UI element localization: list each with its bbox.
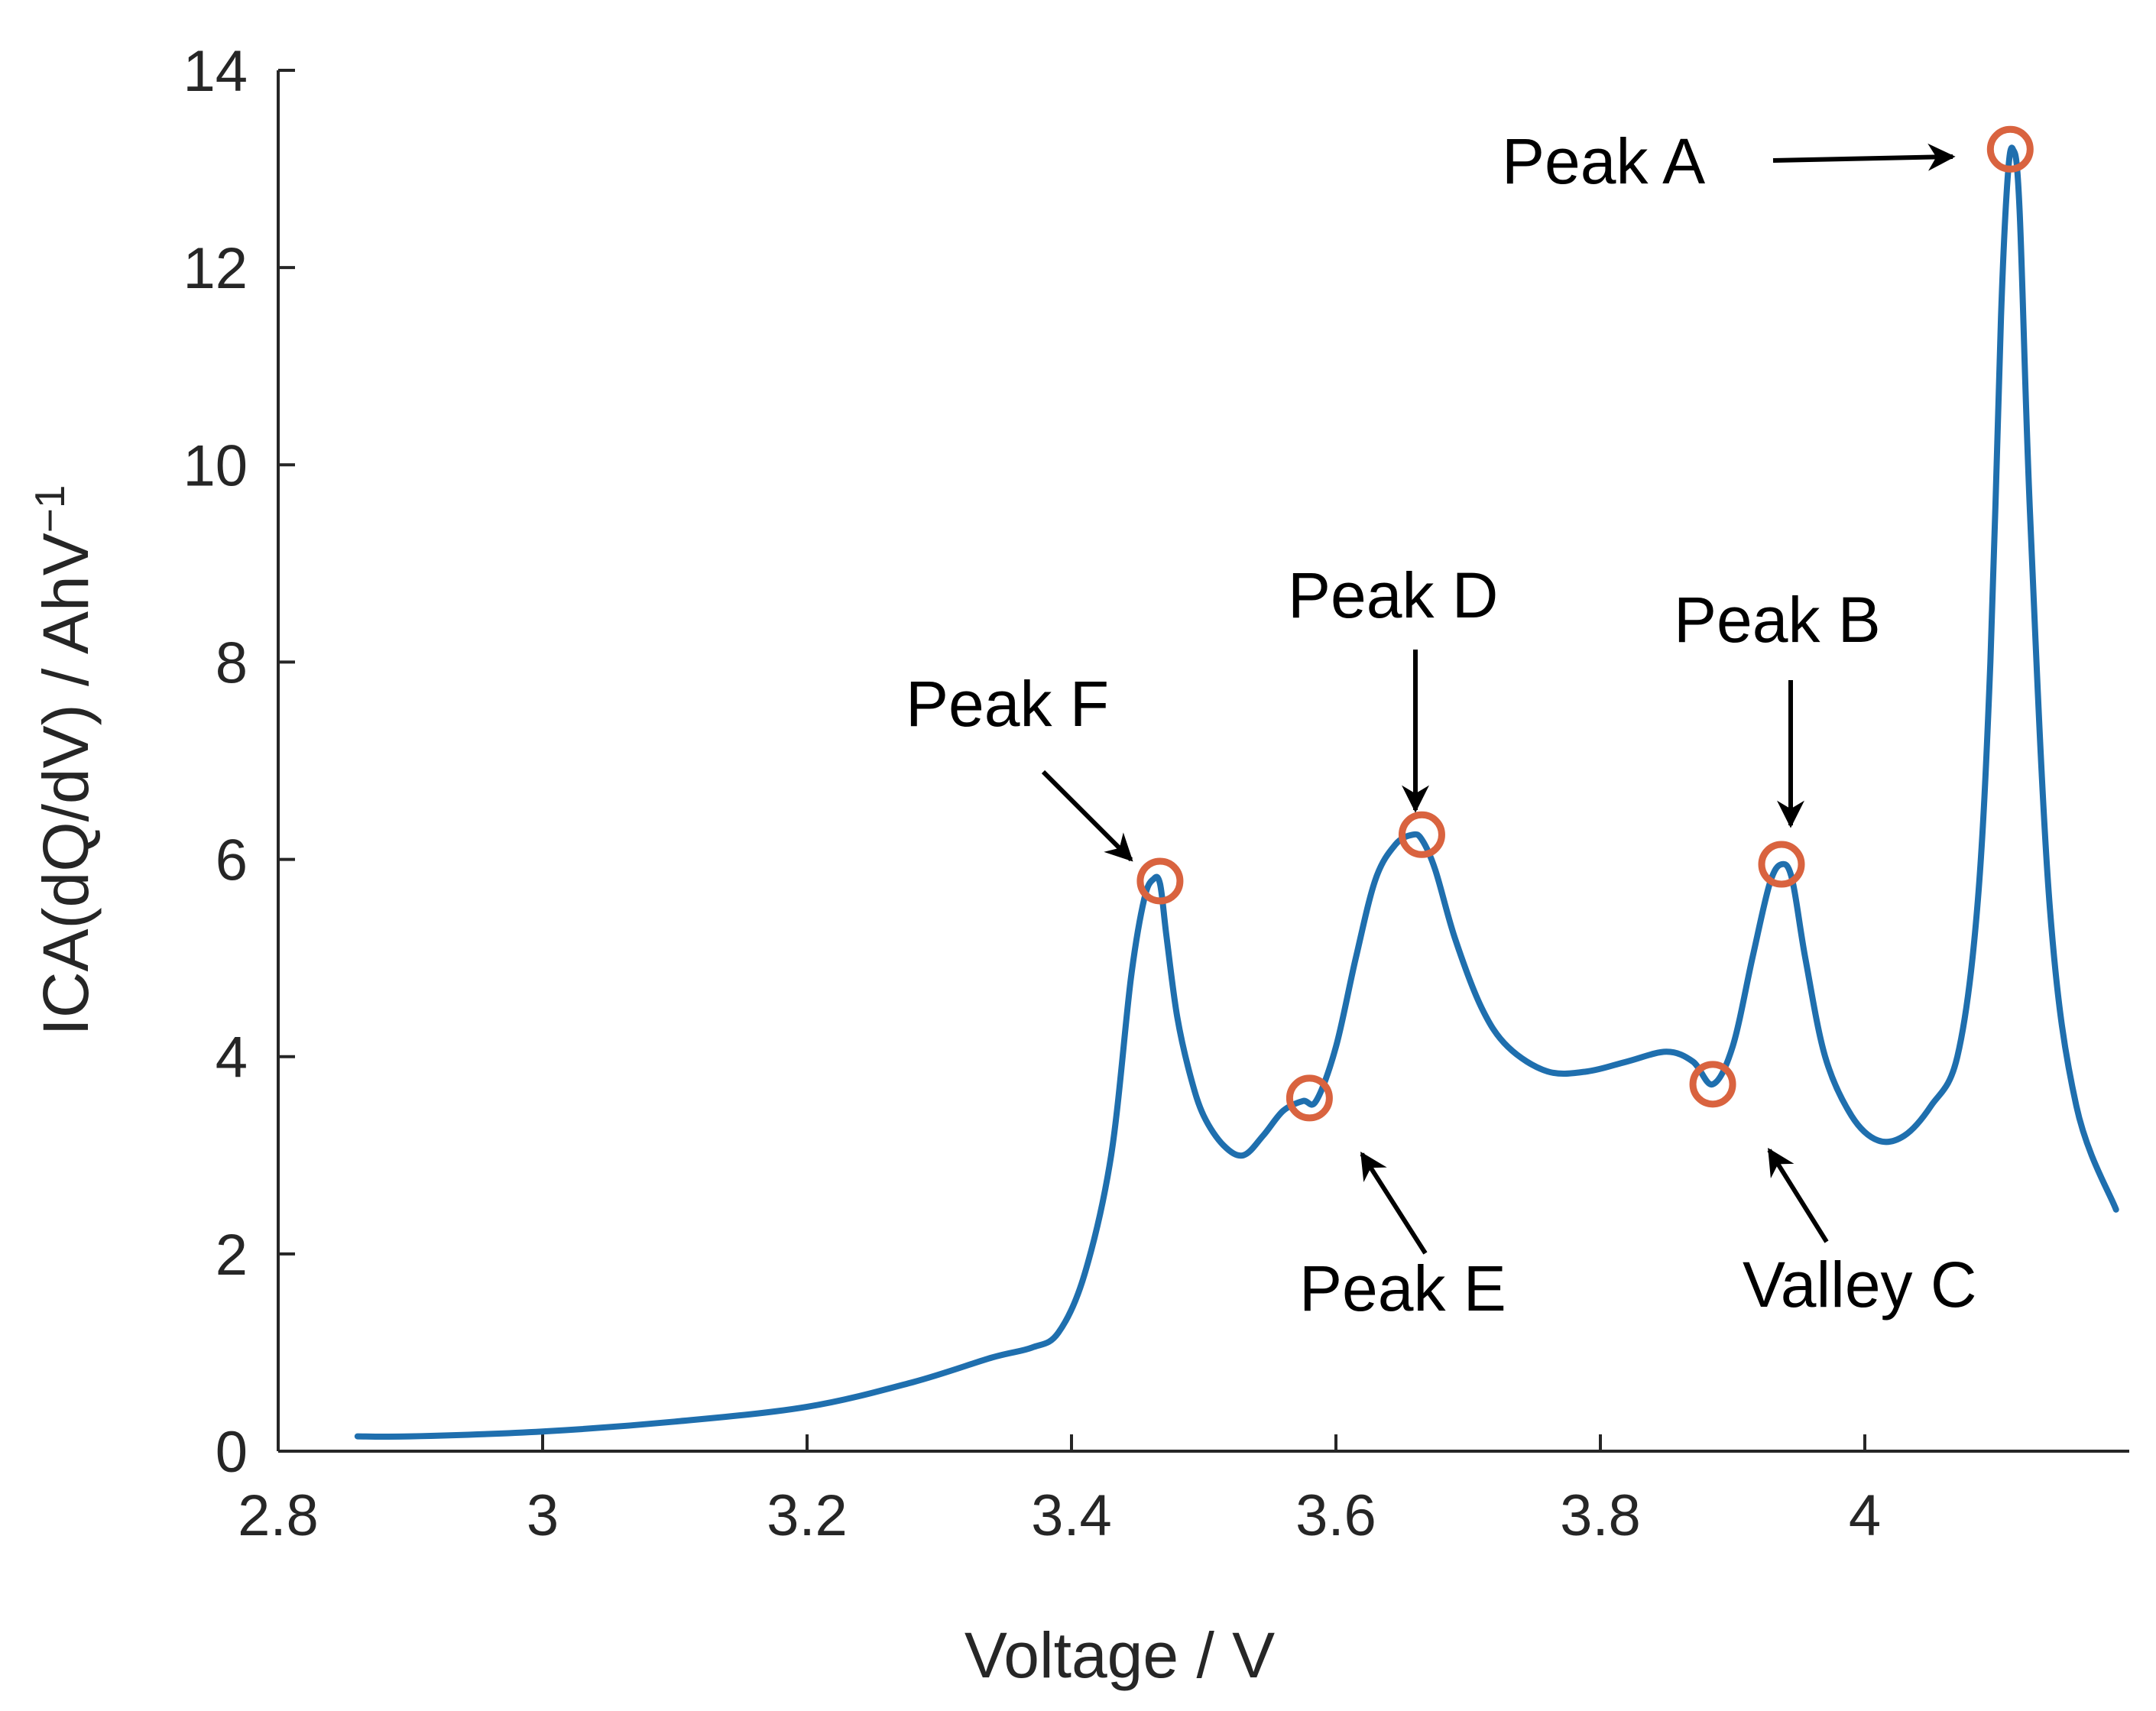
annotation-peak-b: Peak B — [1674, 584, 1881, 656]
x-tick-label: 2.8 — [238, 1483, 319, 1548]
y-tick-label: 10 — [183, 433, 248, 498]
plot-area: 0 2 4 6 8 10 12 14 2.8 3 3.2 3.4 3.6 3.8 4 — [183, 39, 2129, 1548]
x-tick-label: 3.2 — [767, 1483, 848, 1548]
marker-peak-d — [1398, 811, 1445, 858]
annotation-peak-a: Peak A — [1502, 125, 1705, 197]
x-tick-label: 3.8 — [1560, 1483, 1641, 1548]
y-tick-label: 6 — [216, 828, 248, 893]
marker-peak-a — [1986, 125, 2034, 173]
y-ticks: 0 2 4 6 8 10 12 14 — [183, 39, 295, 1485]
marker-peak-b — [1758, 841, 1805, 888]
y-axis-title-main: ICA(dQ/dV) / AhV — [30, 533, 102, 1035]
marker-peak-e — [1285, 1074, 1333, 1122]
annotation-valley-c: Valley C — [1743, 1249, 1977, 1321]
arrow-valley-c — [1767, 1147, 1829, 1243]
y-tick-label: 4 — [216, 1026, 248, 1090]
x-tick-label: 3 — [527, 1483, 559, 1548]
x-ticks: 2.8 3 3.2 3.4 3.6 3.8 4 — [238, 1434, 1881, 1548]
annotation-peak-e: Peak E — [1299, 1252, 1506, 1324]
arrow-peak-a — [1772, 143, 1956, 171]
x-tick-label: 3.6 — [1295, 1483, 1376, 1548]
y-tick-label: 2 — [216, 1223, 248, 1288]
x-tick-label: 4 — [1849, 1483, 1881, 1548]
y-tick-label: 8 — [216, 630, 248, 695]
annotation-peak-d: Peak D — [1288, 559, 1498, 631]
x-tick-label: 3.4 — [1031, 1483, 1112, 1548]
x-axis-title: Voltage / V — [965, 1619, 1275, 1691]
arrow-peak-f — [1041, 770, 1133, 862]
y-tick-label: 12 — [183, 236, 248, 301]
peak-markers — [1136, 125, 2034, 1122]
y-axis-title-superscript: −1 — [26, 485, 73, 533]
marker-valley-c — [1689, 1061, 1736, 1108]
y-axis-title: ICA(dQ/dV) / AhV−1 — [26, 485, 102, 1036]
arrow-peak-e — [1360, 1151, 1428, 1255]
ica-curve-line — [354, 144, 2119, 1440]
annotations: Peak A Peak B Valley C Peak D Peak E Pea… — [906, 125, 1977, 1324]
y-tick-label: 0 — [216, 1420, 248, 1485]
y-tick-label: 14 — [183, 39, 248, 104]
marker-peak-f — [1136, 857, 1184, 905]
annotation-peak-f: Peak F — [906, 668, 1109, 740]
